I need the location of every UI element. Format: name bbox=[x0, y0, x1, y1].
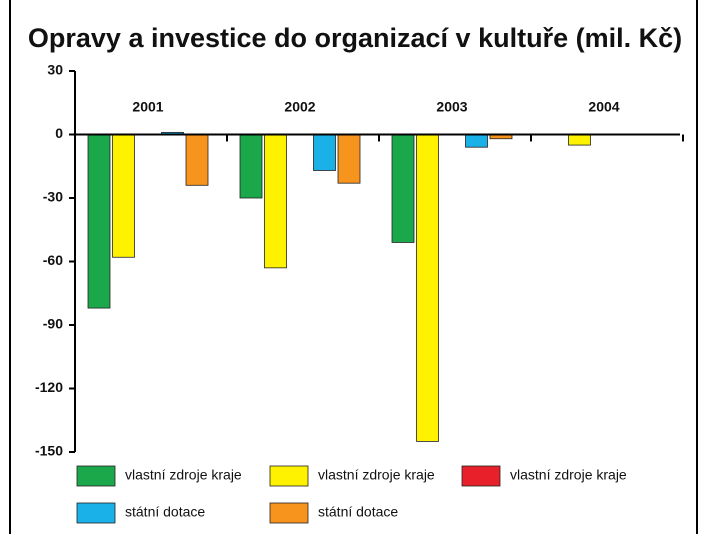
bar bbox=[313, 134, 336, 171]
x-tick-label: 2001 bbox=[132, 99, 163, 115]
legend-label: vlastní zdroje kraje bbox=[125, 467, 242, 483]
legend-swatch bbox=[76, 465, 116, 487]
bar bbox=[185, 134, 209, 186]
legend-label: vlastní zdroje kraje bbox=[318, 467, 435, 483]
y-tick-label: -30 bbox=[43, 189, 63, 205]
y-tick-label: 0 bbox=[55, 125, 63, 141]
x-tick-label: 2002 bbox=[284, 99, 315, 115]
x-tick-label: 2003 bbox=[436, 99, 467, 115]
y-tick-label: -120 bbox=[35, 379, 63, 395]
legend-label: státní dotace bbox=[125, 504, 205, 520]
bar bbox=[568, 134, 591, 146]
bar bbox=[337, 134, 361, 184]
bar bbox=[416, 134, 439, 442]
legend-label: státní dotace bbox=[318, 504, 398, 520]
bar bbox=[465, 134, 488, 148]
legend-swatch bbox=[461, 465, 501, 487]
y-tick-label: -150 bbox=[35, 443, 63, 459]
bar bbox=[239, 134, 263, 199]
bar bbox=[112, 134, 135, 258]
bar bbox=[87, 134, 111, 309]
bar bbox=[391, 134, 415, 243]
y-tick-label: -60 bbox=[43, 252, 63, 268]
bar bbox=[264, 134, 287, 269]
x-tick-label: 2004 bbox=[588, 99, 619, 115]
legend-label: vlastní zdroje kraje bbox=[510, 467, 627, 483]
legend-swatch bbox=[269, 502, 309, 524]
legend-swatch bbox=[76, 502, 116, 524]
y-tick-label: -90 bbox=[43, 316, 63, 332]
y-tick-label: 30 bbox=[47, 62, 63, 78]
legend-swatch bbox=[269, 465, 309, 487]
chart-title: Opravy a investice do organizací v kultu… bbox=[28, 23, 682, 53]
